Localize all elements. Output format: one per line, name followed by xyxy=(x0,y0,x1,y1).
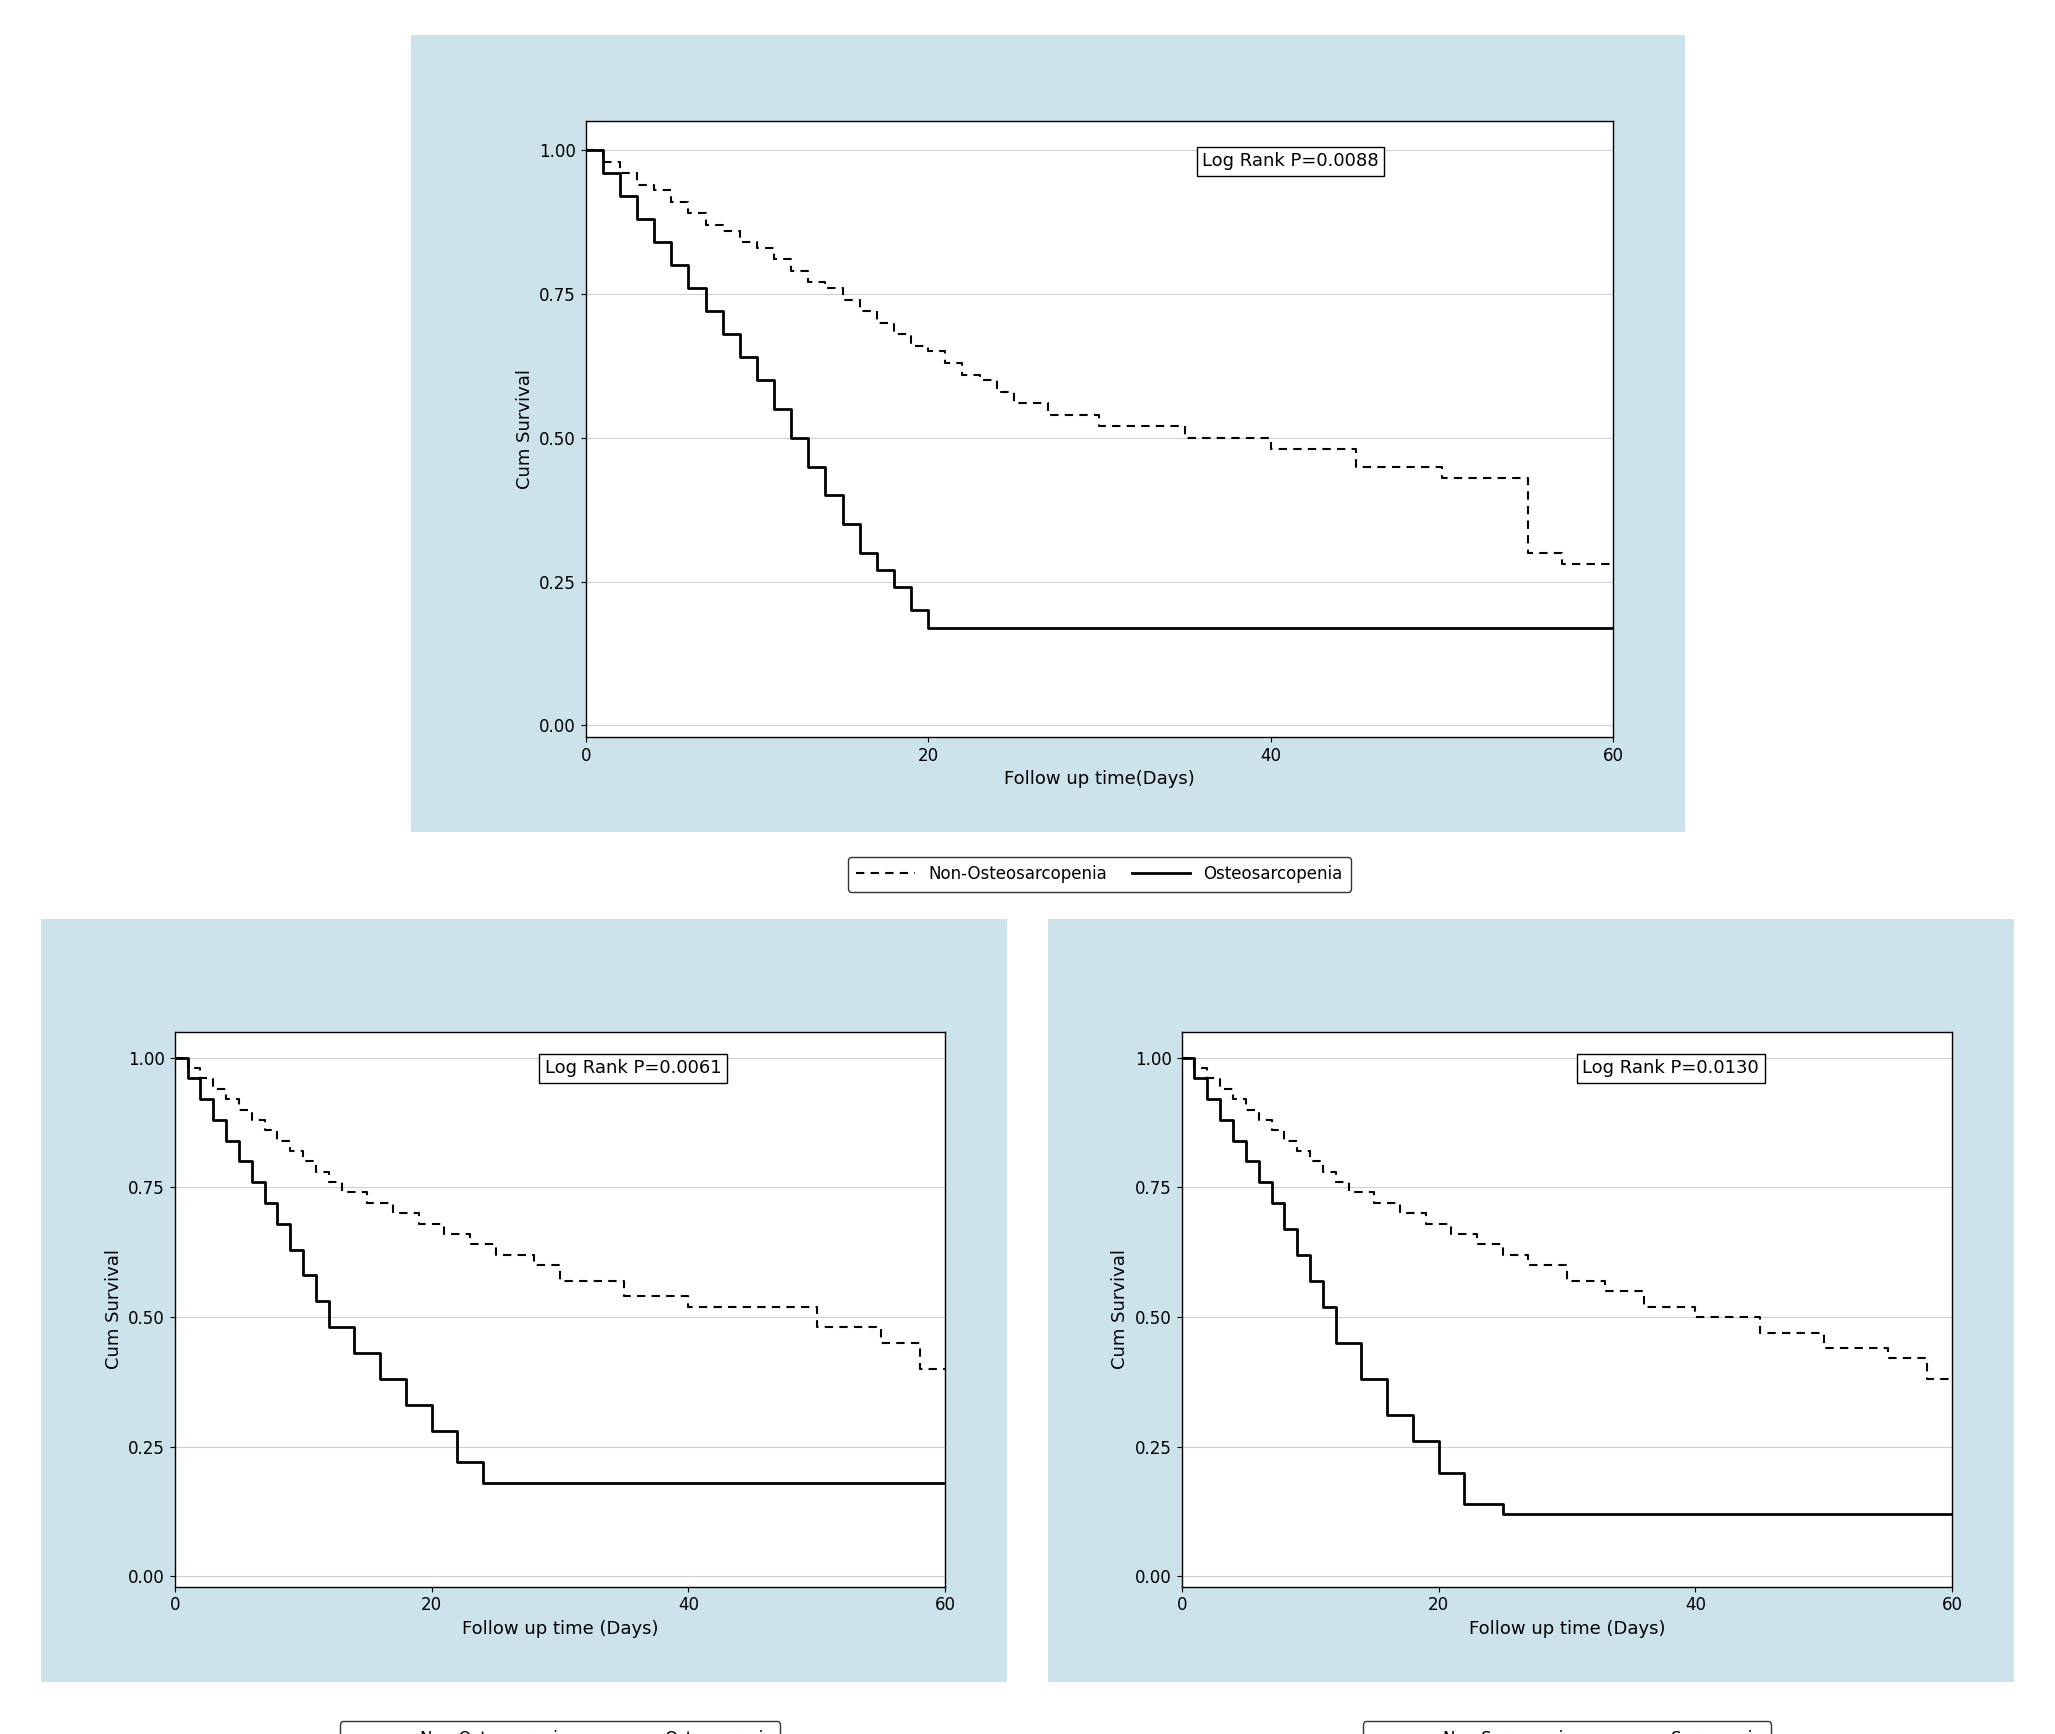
Text: Log Rank P=0.0130: Log Rank P=0.0130 xyxy=(1582,1059,1759,1077)
Y-axis label: Cum Survival: Cum Survival xyxy=(105,1248,123,1370)
X-axis label: Follow up time(Days): Follow up time(Days) xyxy=(1005,770,1194,789)
Y-axis label: Cum Survival: Cum Survival xyxy=(1112,1248,1130,1370)
Legend: Non-Sarcopenia, Sarcopenia: Non-Sarcopenia, Sarcopenia xyxy=(1362,1722,1771,1734)
Y-axis label: Cum Survival: Cum Survival xyxy=(516,369,534,489)
Legend: Non-Osteoporosis, Osteoporosis: Non-Osteoporosis, Osteoporosis xyxy=(339,1722,781,1734)
Text: Log Rank P=0.0088: Log Rank P=0.0088 xyxy=(1202,153,1379,170)
Text: Log Rank P=0.0061: Log Rank P=0.0061 xyxy=(545,1059,721,1077)
X-axis label: Follow up time (Days): Follow up time (Days) xyxy=(462,1620,658,1639)
X-axis label: Follow up time (Days): Follow up time (Days) xyxy=(1469,1620,1665,1639)
Legend: Non-Osteosarcopenia, Osteosarcopenia: Non-Osteosarcopenia, Osteosarcopenia xyxy=(849,857,1350,891)
